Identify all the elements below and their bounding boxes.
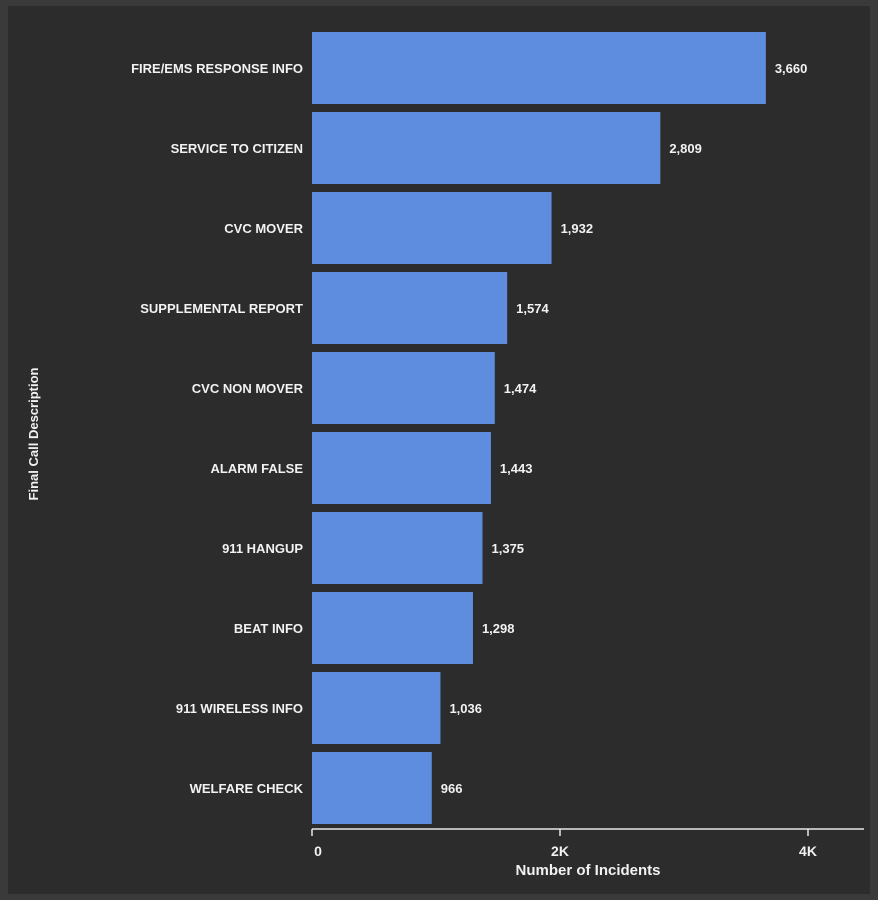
value-label: 2,809	[669, 141, 702, 156]
bar	[312, 512, 483, 584]
category-label: SERVICE TO CITIZEN	[171, 141, 303, 156]
category-label: WELFARE CHECK	[190, 781, 304, 796]
value-label: 3,660	[775, 61, 808, 76]
bar	[312, 352, 495, 424]
value-label: 966	[441, 781, 463, 796]
x-ticks-group: 0 2K 4K	[311, 829, 817, 859]
category-labels-group: FIRE/EMS RESPONSE INFO SERVICE TO CITIZEN…	[131, 61, 304, 796]
bar	[312, 192, 552, 264]
chart-panel: FIRE/EMS RESPONSE INFO SERVICE TO CITIZEN…	[8, 6, 870, 894]
category-label: 911 WIRELESS INFO	[176, 701, 303, 716]
bar	[312, 272, 508, 344]
x-tick-label: 0	[314, 843, 322, 859]
bar	[312, 672, 441, 744]
bar	[312, 592, 473, 664]
value-label: 1,375	[492, 541, 525, 556]
value-label: 1,036	[449, 701, 482, 716]
category-label: CVC NON MOVER	[192, 381, 304, 396]
value-label: 1,298	[482, 621, 515, 636]
x-tick-label: 4K	[799, 843, 817, 859]
bars-group	[312, 32, 766, 824]
category-label: SUPPLEMENTAL REPORT	[140, 301, 303, 316]
x-axis-title: Number of Incidents	[515, 862, 660, 879]
value-label: 1,443	[500, 461, 533, 476]
category-label: FIRE/EMS RESPONSE INFO	[131, 61, 303, 76]
bar-chart: FIRE/EMS RESPONSE INFO SERVICE TO CITIZEN…	[26, 32, 864, 879]
category-label: CVC MOVER	[224, 221, 303, 236]
x-tick-label: 2K	[551, 843, 569, 859]
value-label: 1,932	[561, 221, 594, 236]
bar	[312, 32, 766, 104]
category-label: 911 HANGUP	[222, 541, 303, 556]
category-label: BEAT INFO	[234, 621, 303, 636]
bar	[312, 752, 432, 824]
category-label: ALARM FALSE	[211, 461, 304, 476]
value-label: 1,474	[504, 381, 537, 396]
value-label: 1,574	[516, 301, 549, 316]
y-axis-title: Final Call Description	[26, 367, 41, 500]
value-labels-group: 3,660 2,809 1,932 1,574 1,474 1,443 1,375 1,298…	[441, 61, 808, 796]
bar	[312, 432, 491, 504]
bar	[312, 112, 661, 184]
